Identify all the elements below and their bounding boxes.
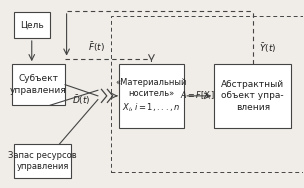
Text: Абстрактный
объект упра-
вления: Абстрактный объект упра- вления <box>221 80 284 112</box>
Text: Субъект
управления: Субъект управления <box>10 74 67 95</box>
Bar <box>12 64 65 105</box>
Text: Цель: Цель <box>20 20 44 30</box>
Text: Запас ресурсов
управления: Запас ресурсов управления <box>9 151 77 171</box>
Text: $A=F[X_i]$: $A=F[X_i]$ <box>180 90 215 102</box>
Bar <box>119 64 184 128</box>
Bar <box>111 16 303 172</box>
Text: $\bar{F}(t)$: $\bar{F}(t)$ <box>88 40 105 54</box>
Bar <box>15 12 50 38</box>
Bar <box>214 64 292 128</box>
Text: $\bar{D}(t)$: $\bar{D}(t)$ <box>72 93 90 107</box>
Text: $\bar{Y}(t)$: $\bar{Y}(t)$ <box>259 41 276 55</box>
Text: «Материальный
носитель»
$X_i, i=1,...,n$: «Материальный носитель» $X_i, i=1,...,n$ <box>116 78 187 114</box>
Bar <box>15 144 71 178</box>
